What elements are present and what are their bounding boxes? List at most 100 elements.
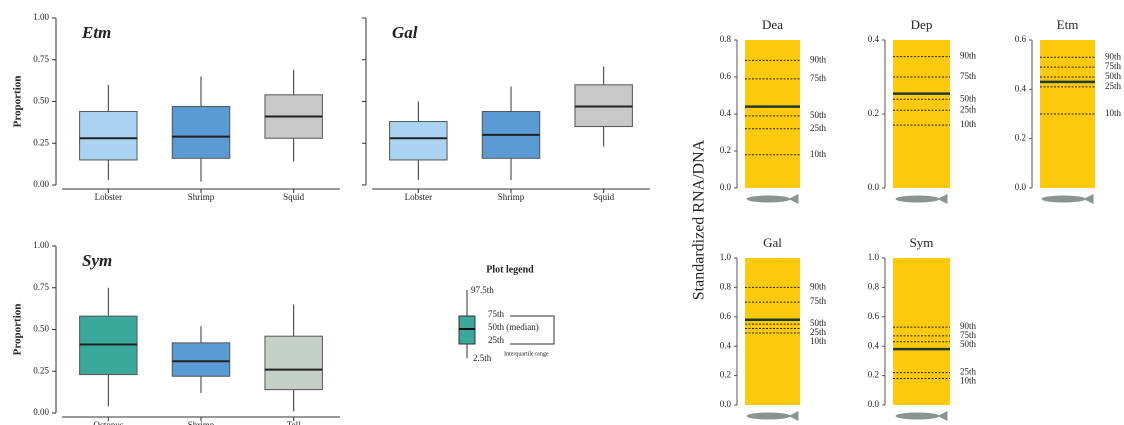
percentile-label: 90th [960,321,977,331]
y-tick-label: 0.50 [33,96,49,106]
fish-tail [788,411,799,421]
percentile-label: 50th [1105,71,1122,81]
fish-icon [1041,195,1086,203]
percentile-label: 25th [810,327,827,337]
y-tick-label: 0.6 [868,311,880,321]
percentile-label: 90th [1105,51,1122,61]
percentile-label: 10th [810,336,827,346]
percentile-label: 50th [960,339,977,349]
percentile-label: 75th [960,71,977,81]
percentile-label: 10th [1105,108,1122,118]
percentile-label: 75th [960,330,977,340]
fish-icon [746,195,791,203]
x-tick-label: Squid [283,192,305,202]
percentile-label: 90th [810,281,827,291]
percentile-label: 75th [810,73,827,83]
legend-label: 25th [488,335,505,345]
y-tick-label: 0.00 [33,407,49,417]
legend-label: 75th [488,309,505,319]
y-tick-label: 0.4 [868,34,880,44]
fish-icon [895,195,940,203]
y-tick-label: 0.2 [868,108,879,118]
chart-title: Sym [82,251,112,270]
y-tick-label: 0.8 [720,34,732,44]
y-tick-label: 0.4 [720,108,732,118]
legend-bracket [510,315,555,345]
y-axis-label: Proportion [12,76,24,128]
y-tick-label: 0.25 [33,365,49,375]
legend-label: Interquartile range [504,351,549,357]
fish-icon [895,412,940,420]
fish-tail [937,194,948,204]
y-tick-label: 0.2 [868,370,879,380]
y-tick-label: 0.0 [720,399,732,409]
percentile-label: 50th [810,110,827,120]
y-tick-label: 1.00 [33,240,49,250]
chart-title: Gal [392,23,418,42]
y-tick-label: 0.4 [720,340,732,350]
x-tick-label: Lobster [95,192,123,202]
y-tick-label: 0.6 [720,71,732,81]
percentile-label: 25th [810,123,827,133]
chart-title: Dea [762,17,783,32]
box [264,335,323,391]
percentile-label: 90th [960,51,977,61]
y-axis-label: Standardized RNA/DNA [691,139,708,300]
y-tick-label: 0.8 [868,281,880,291]
y-tick-label: 0.6 [1015,34,1027,44]
plot-legend: Plot legend 97.5th 75th 50th (median) 25… [458,264,555,363]
x-tick-label: Squid [593,192,615,202]
fish-tail [937,411,948,421]
percentile-label: 10th [960,119,977,129]
percentile-label: 25th [1105,81,1122,91]
percentile-label: 10th [960,376,977,386]
y-axis-label: Proportion [12,304,24,356]
box [171,342,231,377]
x-tick-label: Shrimp [188,420,215,425]
chart-title: Sym [910,235,934,250]
chart-title: Etm [1057,17,1079,32]
percentile-label: 90th [810,54,827,64]
background [745,40,800,188]
y-tick-label: 0.75 [33,282,49,292]
y-tick-label: 0.2 [720,145,731,155]
chart-title: Dep [911,17,933,32]
fish-icon [746,412,791,420]
legend-title: Plot legend [486,264,534,275]
x-tick-label: Shrimp [188,192,215,202]
percentile-label: 75th [1105,61,1122,71]
percentile-label: 50th [810,318,827,328]
legend-label: 2.5th [473,353,492,363]
y-tick-label: 0.4 [868,340,880,350]
y-tick-label: 1.0 [868,252,880,262]
percentile-label: 50th [960,93,977,103]
box [171,106,231,159]
legend-label: 97.5th [471,285,494,295]
y-tick-label: 1.00 [33,12,49,22]
y-tick-label: 0.0 [720,182,732,192]
background [893,40,950,188]
y-tick-label: 0.25 [33,137,49,147]
y-tick-label: 0.8 [720,281,732,291]
y-tick-label: 0.50 [33,324,49,334]
percentile-label: 10th [810,149,827,159]
percentile-label: 25th [960,367,977,377]
x-tick-label: Tell [287,420,301,425]
x-tick-label: Lobster [405,192,433,202]
box [389,121,448,161]
fish-tail [788,194,799,204]
y-tick-label: 0.4 [1015,83,1027,93]
background [745,258,800,405]
percentile-label: 25th [960,104,977,114]
y-tick-label: 0.6 [720,311,732,321]
background [893,258,950,405]
chart-title: Etm [81,23,111,42]
legend-label: 50th (median) [488,322,539,332]
y-tick-label: 0.0 [1015,182,1027,192]
chart-title: Gal [763,235,782,250]
y-tick-label: 0.75 [33,54,49,64]
fish-tail [1083,194,1094,204]
y-tick-label: 0.2 [1015,133,1026,143]
y-tick-label: 0.2 [720,370,731,380]
